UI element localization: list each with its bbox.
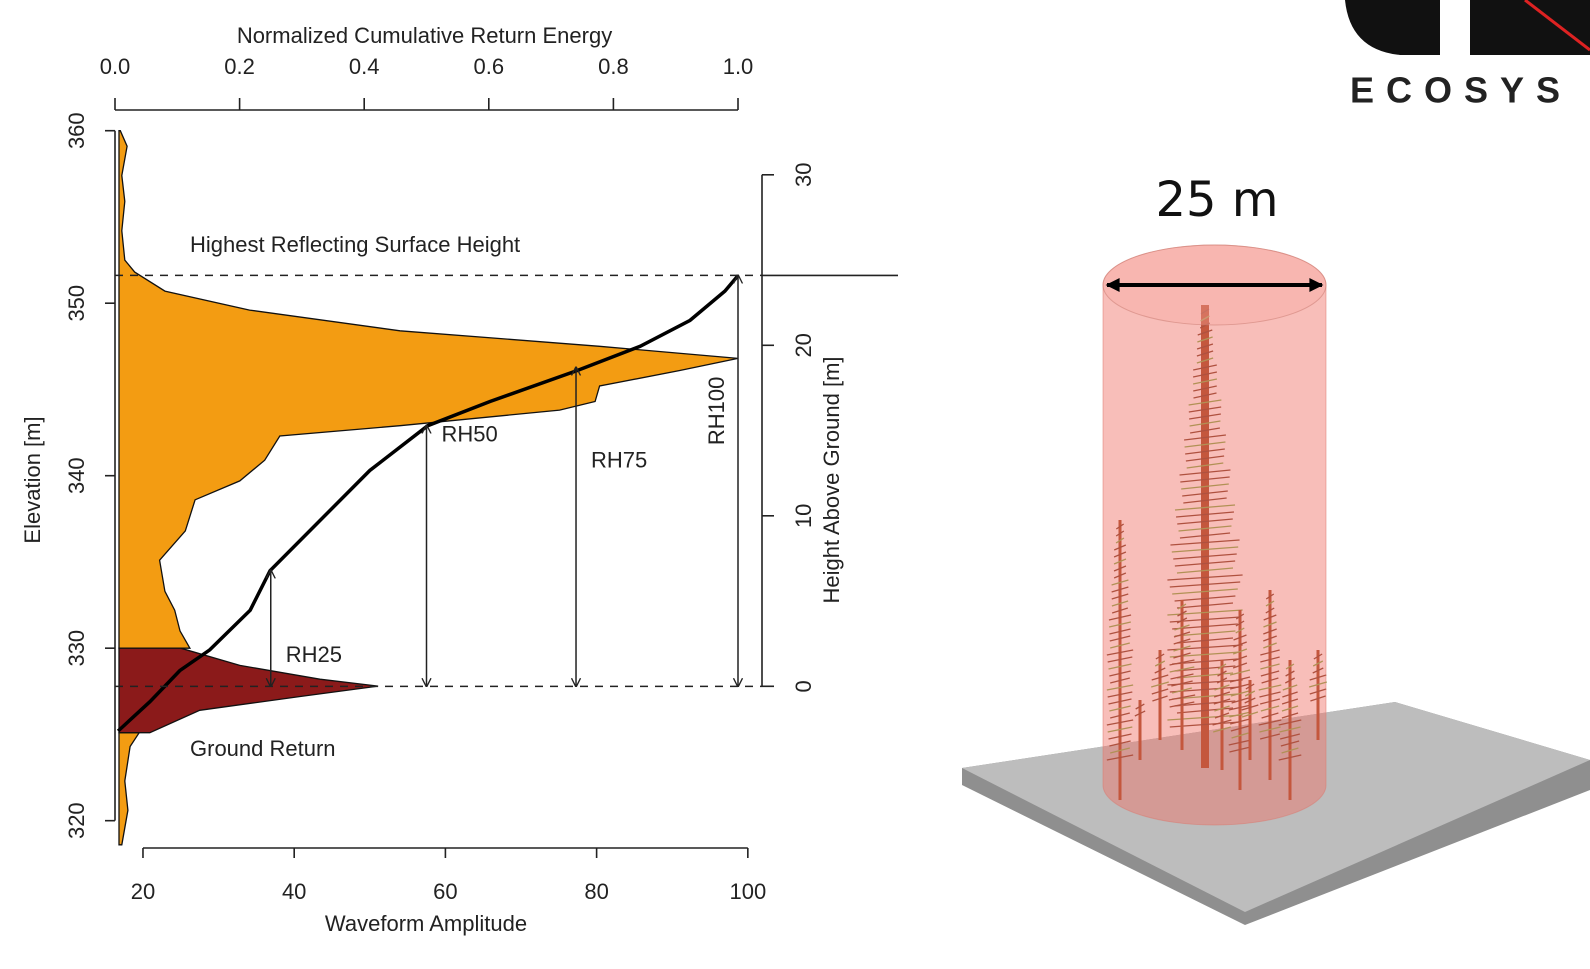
- x-tick-label: 100: [729, 879, 766, 904]
- waveform-area: [119, 733, 139, 845]
- y-axis-label: Elevation [m]: [20, 416, 45, 543]
- y-tick-label: 340: [64, 457, 89, 494]
- x2-tick-label: 1.0: [723, 54, 754, 79]
- logo: ECOSYS: [1345, 0, 1590, 111]
- y-tick-label: 350: [64, 285, 89, 322]
- y2-axis-label: Height Above Ground [m]: [819, 356, 844, 603]
- logo-shape: [1345, 0, 1440, 55]
- y2-tick-label: 20: [791, 333, 816, 357]
- annotation: Highest Reflecting Surface Height: [190, 232, 520, 257]
- x-tick-label: 80: [584, 879, 608, 904]
- x-axis-label: Waveform Amplitude: [325, 911, 527, 936]
- y-tick-label: 360: [64, 112, 89, 149]
- waveform-area: [119, 131, 738, 649]
- y2-tick-label: 0: [791, 680, 816, 692]
- logo-text: ECOSYS: [1350, 70, 1572, 111]
- rh-label: RH50: [442, 422, 498, 447]
- y-tick-label: 320: [64, 802, 89, 839]
- chart-title: Normalized Cumulative Return Energy: [237, 23, 612, 48]
- x-tick-label: 20: [131, 879, 155, 904]
- page: {"chart_data": { "type": "waveform", "ti…: [0, 0, 1590, 969]
- rh-label: RH100: [704, 377, 729, 445]
- rh-label: RH75: [591, 448, 647, 473]
- figure: RH25 RH50 RH75 RH100 Highest Reflecting Surf…: [0, 0, 1590, 969]
- x2-tick-label: 0.4: [349, 54, 380, 79]
- x2-tick-label: 0.2: [224, 54, 255, 79]
- footprint-cylinder: [1103, 245, 1326, 825]
- y-tick-label: 330: [64, 630, 89, 667]
- logo-shape: [1470, 0, 1590, 55]
- x-tick-label: 60: [433, 879, 457, 904]
- chart: RH25 RH50 RH75 RH100 Highest Reflecting Surf…: [20, 23, 898, 936]
- annotation: Ground Return: [190, 736, 336, 761]
- y2-tick-label: 30: [791, 163, 816, 187]
- y2-tick-label: 10: [791, 504, 816, 528]
- x-tick-label: 40: [282, 879, 306, 904]
- diameter-label: 25 m: [1155, 172, 1278, 228]
- illustration: 25 m: [962, 172, 1590, 925]
- rh-label: RH25: [286, 642, 342, 667]
- x2-tick-label: 0.8: [598, 54, 629, 79]
- x2-tick-label: 0.0: [100, 54, 131, 79]
- x2-tick-label: 0.6: [474, 54, 505, 79]
